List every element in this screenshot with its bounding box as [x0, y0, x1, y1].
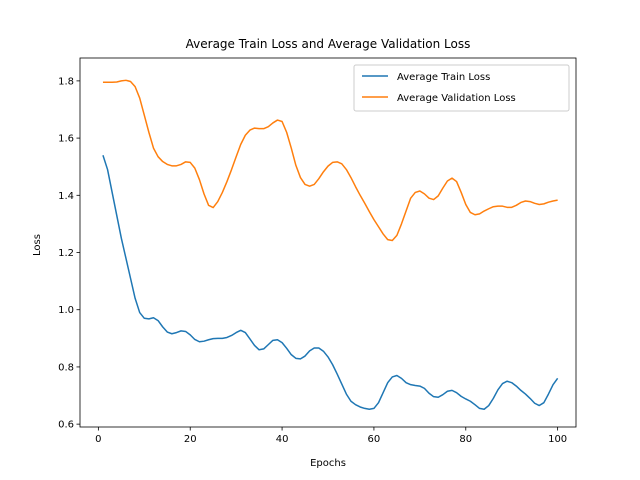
y-tick-label: 0.6: [58, 420, 74, 431]
plot-area: [79, 57, 577, 428]
y-tick-label: 1.4: [58, 191, 74, 202]
x-tick-label: 60: [368, 434, 381, 445]
y-tick-label: 1.0: [58, 305, 74, 316]
x-tick-label: 0: [95, 434, 101, 445]
series-line-2: [102, 79, 558, 242]
y-tick-label: 1.8: [58, 76, 74, 87]
x-tick-label: 20: [184, 434, 197, 445]
x-tick-label: 100: [548, 434, 567, 445]
legend-label-1: Average Train Loss: [397, 72, 490, 83]
y-axis-ticks: 0.6 0.8 1.0 1.2 1.4 1.6 1.8: [58, 76, 80, 431]
legend-label-2: Average Validation Loss: [397, 93, 516, 104]
x-axis-label: Epochs: [310, 458, 346, 469]
y-tick-label: 1.6: [58, 134, 74, 145]
chart-title: Average Train Loss and Average Validatio…: [186, 37, 471, 51]
legend: Average Train Loss Average Validation Los…: [353, 64, 570, 112]
x-axis-ticks: 0 20 40 60 80 100: [95, 427, 567, 445]
x-tick-label: 40: [276, 434, 289, 445]
y-axis-label: Loss: [32, 234, 43, 256]
y-tick-label: 0.8: [58, 362, 74, 373]
series-line-1: [102, 155, 559, 411]
legend-box: [353, 64, 570, 112]
x-tick-label: 80: [459, 434, 472, 445]
plot-frame: [79, 57, 577, 428]
y-tick-label: 1.2: [58, 248, 74, 259]
